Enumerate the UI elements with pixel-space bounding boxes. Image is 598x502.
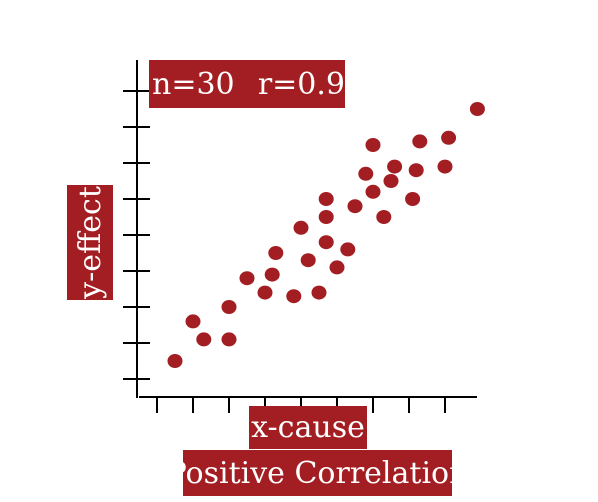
scatter-point (264, 267, 280, 282)
correlation-label: r=0.9 (257, 66, 345, 102)
scatter-point (408, 163, 424, 178)
scatter-point (412, 134, 428, 149)
sample-size-label: n=30 (152, 66, 235, 102)
x-axis-label: x-cause (251, 410, 365, 445)
scatter-point (340, 242, 356, 257)
scatter-point (286, 289, 302, 304)
scatter-point (196, 332, 212, 347)
scatter-point (383, 174, 399, 188)
data-points (167, 102, 485, 368)
scatter-point (437, 159, 453, 174)
scatter-point (358, 166, 374, 181)
scatter-point (221, 332, 237, 347)
scatter-point (441, 130, 457, 145)
scatter-point (318, 210, 334, 224)
scatter-point (405, 192, 421, 206)
scatter-point (300, 253, 316, 268)
axes (123, 60, 477, 413)
scatter-point (347, 199, 363, 214)
stats-annotation: n=30 r=0.9 (149, 60, 345, 108)
scatter-point (239, 271, 255, 286)
scatter-point (318, 192, 334, 206)
scatter-point (318, 235, 334, 250)
scatter-point (268, 246, 284, 260)
scatter-point (311, 285, 327, 300)
chart-title-box: Positive Correlation (183, 450, 452, 496)
y-axis-label-box: y-effect (67, 185, 113, 300)
scatter-point (293, 220, 309, 235)
y-axis-label: y-effect (72, 186, 108, 299)
scatter-point (167, 354, 183, 368)
scatter-point (185, 314, 201, 329)
scatter-point (469, 102, 485, 116)
chart-title: Positive Correlation (183, 455, 452, 491)
scatter-point (376, 210, 392, 224)
scatter-point (221, 300, 237, 314)
scatter-point (365, 138, 381, 152)
scatter-point (329, 260, 345, 275)
x-axis-label-box: x-cause (249, 406, 367, 449)
scatter-point (257, 285, 273, 300)
scatter-point (387, 159, 403, 174)
scatter-point (365, 184, 381, 199)
